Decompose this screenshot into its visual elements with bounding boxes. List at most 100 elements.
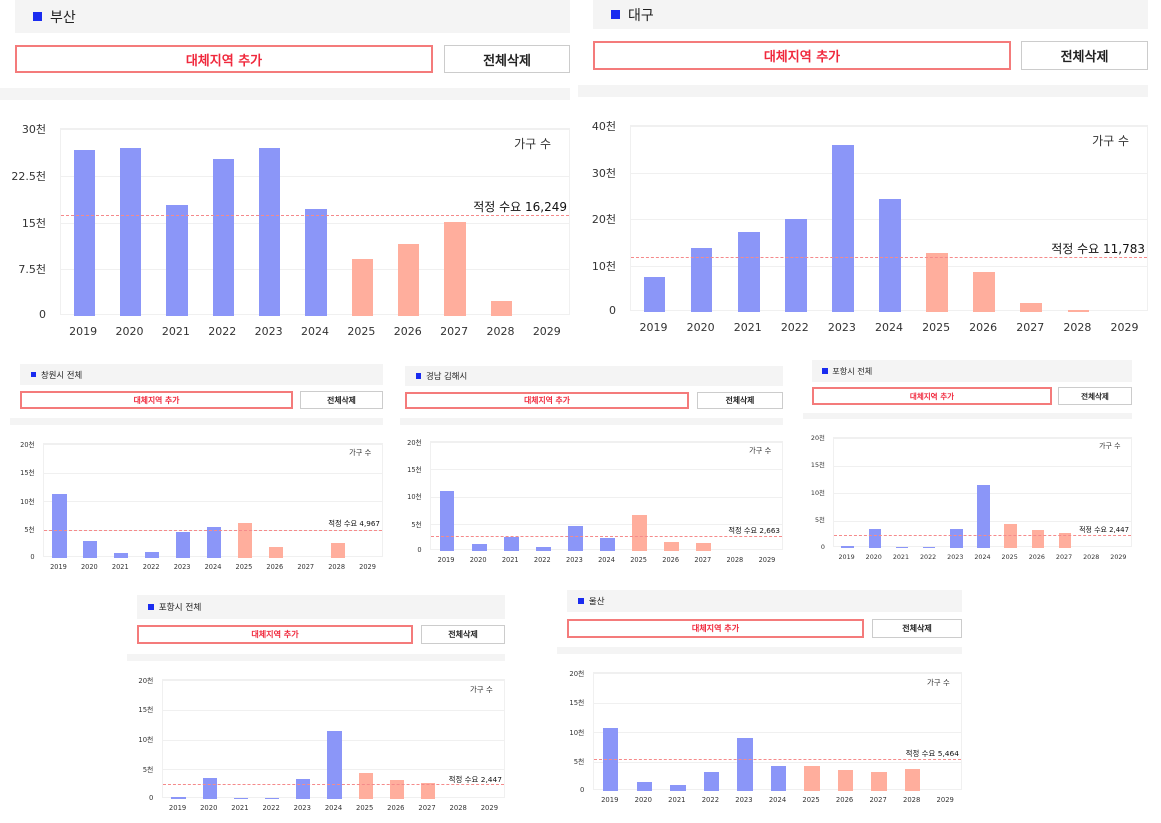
bar-2019[interactable] (52, 494, 67, 558)
y-tick-label: 0 (148, 793, 154, 802)
x-tick-label: 2026 (835, 796, 854, 805)
bar-2021[interactable] (233, 798, 249, 799)
chart-plot-area: 적정 수요 5,464 가구 수 (593, 672, 962, 791)
bar-2026[interactable] (268, 546, 283, 558)
bar-2019[interactable] (643, 276, 666, 312)
bar-2022[interactable] (703, 771, 720, 791)
bar-2020[interactable] (471, 544, 487, 551)
bar-2020[interactable] (636, 781, 653, 791)
add-alternative-region-button[interactable]: 대체지역 추가 (137, 625, 413, 644)
bar-2020[interactable] (690, 247, 713, 312)
bar-2020[interactable] (119, 147, 142, 316)
bar-2023[interactable] (296, 778, 311, 799)
bar-2026[interactable] (664, 542, 680, 551)
bar-2023[interactable] (175, 532, 191, 558)
bar-2020[interactable] (202, 778, 217, 799)
bar-2024[interactable] (206, 527, 222, 558)
bar-2020[interactable] (868, 528, 882, 548)
bar-2022[interactable] (535, 546, 551, 551)
bar-2024[interactable] (600, 537, 615, 551)
bar-2019[interactable] (841, 545, 854, 548)
delete-all-button[interactable]: 전체삭제 (1021, 41, 1148, 70)
bar-2023[interactable] (950, 529, 963, 548)
x-tick-label: 2022 (533, 556, 551, 564)
bar-2019[interactable] (171, 796, 186, 799)
legend-label: 가구 수 (926, 677, 950, 687)
bar-2025[interactable] (1004, 524, 1017, 548)
bar-2020[interactable] (83, 540, 98, 558)
bar-2027[interactable] (444, 221, 466, 316)
bar-2019[interactable] (439, 491, 455, 551)
bar-2021[interactable] (737, 231, 760, 312)
bar-2026[interactable] (398, 244, 420, 316)
bar-2024[interactable] (770, 766, 787, 791)
bar-2025[interactable] (351, 258, 373, 316)
bar-2025[interactable] (237, 522, 252, 558)
bar-2027[interactable] (1020, 303, 1043, 312)
bar-2023[interactable] (258, 147, 281, 316)
add-alternative-region-button[interactable]: 대체지역 추가 (405, 392, 689, 409)
bar-2024[interactable] (305, 208, 327, 316)
delete-all-button[interactable]: 전체삭제 (1058, 387, 1132, 405)
gridline (431, 442, 782, 443)
delete-all-button[interactable]: 전체삭제 (697, 392, 783, 409)
bar-2021[interactable] (670, 784, 686, 791)
add-alternative-region-button[interactable]: 대체지역 추가 (20, 391, 293, 409)
add-alternative-region-button[interactable]: 대체지역 추가 (812, 387, 1052, 405)
bar-2028[interactable] (330, 542, 345, 558)
delete-all-button[interactable]: 전체삭제 (300, 391, 383, 409)
bar-2022[interactable] (212, 158, 234, 316)
bar-2019[interactable] (73, 149, 95, 316)
gridline (44, 501, 382, 502)
gridline (163, 709, 504, 711)
bar-2026[interactable] (1031, 530, 1045, 548)
bar-2028[interactable] (1067, 309, 1090, 312)
bar-2022[interactable] (922, 547, 936, 548)
bar-2021[interactable] (166, 205, 188, 316)
x-tick-label: 2022 (701, 796, 720, 805)
bar-2028[interactable] (904, 769, 921, 791)
bar-2025[interactable] (358, 773, 373, 799)
gridline (44, 444, 382, 445)
bar-2021[interactable] (895, 547, 909, 548)
bar-2021[interactable] (503, 536, 519, 551)
x-tick-label: 2023 (254, 325, 283, 338)
bar-2021[interactable] (114, 552, 129, 558)
x-tick-label: 2027 (440, 325, 469, 338)
bar-2022[interactable] (784, 218, 807, 312)
delete-all-button[interactable]: 전체삭제 (421, 625, 505, 644)
bar-2027[interactable] (420, 782, 436, 799)
add-alternative-region-button[interactable]: 대체지역 추가 (593, 41, 1011, 70)
bar-2023[interactable] (832, 145, 854, 312)
gridline (594, 673, 961, 674)
bar-2025[interactable] (926, 252, 948, 312)
region-header: 울산 (567, 590, 962, 612)
bar-2026[interactable] (389, 779, 405, 799)
bar-2023[interactable] (737, 738, 753, 791)
bar-2027[interactable] (1058, 533, 1072, 548)
y-tick-label: 5천 (411, 520, 422, 529)
bar-2025[interactable] (804, 766, 820, 791)
bar-2027[interactable] (871, 772, 887, 791)
x-tick-label: 2024 (324, 804, 343, 813)
threshold-line (431, 536, 782, 538)
bar-2024[interactable] (327, 731, 342, 799)
bar-2026[interactable] (973, 272, 995, 312)
bar-2024[interactable] (879, 199, 901, 312)
delete-all-button[interactable]: 전체삭제 (444, 45, 570, 73)
add-alternative-region-button[interactable]: 대체지역 추가 (15, 45, 433, 73)
y-tick-label: 10천 (20, 497, 35, 506)
bar-2022[interactable] (264, 798, 280, 799)
bar-2028[interactable] (490, 301, 513, 316)
add-alternative-region-button[interactable]: 대체지역 추가 (567, 619, 864, 638)
bar-2022[interactable] (145, 551, 160, 558)
bar-2024[interactable] (977, 485, 990, 548)
threshold-label: 적정 수요 5,464 (905, 749, 959, 759)
bar-2023[interactable] (568, 525, 583, 551)
x-tick-label: 2026 (969, 321, 998, 334)
bar-2026[interactable] (837, 769, 854, 791)
delete-all-button[interactable]: 전체삭제 (872, 619, 962, 638)
y-tick-label: 10천 (138, 736, 154, 745)
bar-2027[interactable] (696, 543, 712, 551)
bar-2025[interactable] (632, 515, 647, 551)
